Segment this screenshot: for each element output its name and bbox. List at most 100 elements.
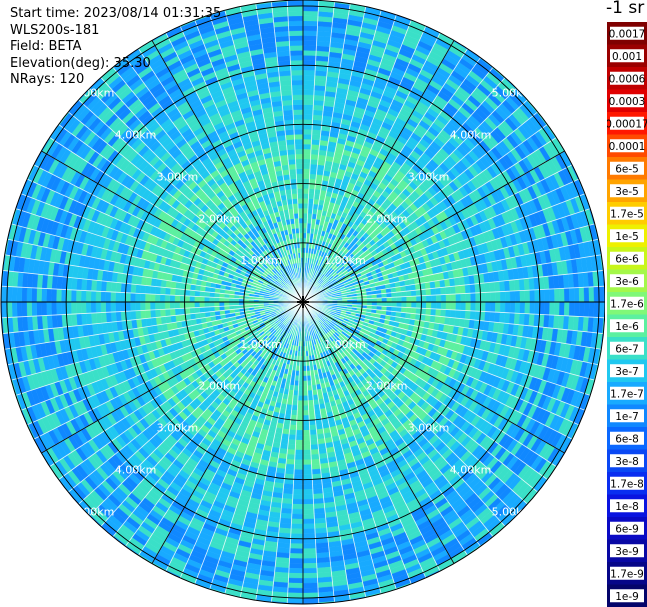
data-cell <box>430 301 437 310</box>
data-cell <box>302 183 310 189</box>
data-cell <box>302 119 313 125</box>
data-cell <box>460 293 466 303</box>
data-cell <box>288 577 304 584</box>
data-cell <box>290 538 304 544</box>
data-cell <box>312 488 324 495</box>
data-cell <box>302 415 310 421</box>
data-cell <box>302 129 313 135</box>
data-cell <box>302 208 309 214</box>
data-cell <box>302 20 318 27</box>
data-cell <box>469 310 476 321</box>
data-cell <box>308 399 314 406</box>
data-cell <box>529 301 536 315</box>
data-cell <box>302 163 311 170</box>
data-cell <box>490 301 496 313</box>
data-cell <box>291 503 304 510</box>
data-cell <box>302 410 310 416</box>
data-cell <box>302 45 317 51</box>
data-cell <box>445 301 452 310</box>
data-cell <box>309 424 317 431</box>
data-cell <box>302 484 313 490</box>
data-cell <box>465 301 471 311</box>
data-cell <box>302 158 311 165</box>
data-cell <box>480 301 486 312</box>
data-cell <box>288 563 304 569</box>
data-cell <box>288 429 297 436</box>
data-cell <box>285 463 295 470</box>
data-cell <box>296 410 304 416</box>
data-cell <box>288 434 297 441</box>
data-cell <box>302 592 319 599</box>
data-cell <box>281 498 293 505</box>
data-cell <box>291 518 304 525</box>
data-cell <box>425 308 432 316</box>
data-cell <box>302 64 316 71</box>
data-cell <box>312 483 323 490</box>
data-cell <box>524 301 531 315</box>
data-cell <box>411 301 417 309</box>
data-cell <box>289 424 297 431</box>
data-cell <box>302 518 315 525</box>
data-cell <box>295 444 304 451</box>
data-cell <box>440 294 447 303</box>
data-cell <box>283 483 294 490</box>
data-cell <box>292 498 304 505</box>
data-cell <box>311 463 321 470</box>
data-cell <box>311 139 321 146</box>
data-cell <box>302 489 314 495</box>
data-cell <box>296 420 304 426</box>
data-cell <box>465 293 471 303</box>
data-cell <box>489 281 496 293</box>
data-cell <box>391 296 397 303</box>
data-cell <box>302 25 318 32</box>
data-cell <box>430 308 437 317</box>
data-cell <box>549 288 555 303</box>
data-cell <box>480 292 486 303</box>
data-cell <box>459 284 466 294</box>
data-cell <box>549 301 555 316</box>
data-cell <box>519 301 526 314</box>
data-cell <box>573 301 580 317</box>
data-cell <box>309 163 318 170</box>
data-cell <box>302 375 308 382</box>
data-cell <box>302 577 318 584</box>
data-cell <box>490 291 496 303</box>
data-cell <box>386 297 392 303</box>
data-cell <box>302 5 319 12</box>
data-cell <box>302 178 310 184</box>
data-cell <box>302 114 313 120</box>
data-cell <box>302 94 315 101</box>
data-cell <box>297 400 304 406</box>
data-cell <box>302 380 308 387</box>
data-cell <box>559 301 565 316</box>
data-cell <box>293 469 304 475</box>
data-cell <box>302 79 315 86</box>
data-cell <box>410 307 417 315</box>
data-cell <box>312 493 324 500</box>
data-cell <box>308 198 314 205</box>
data-cell <box>416 301 422 309</box>
data-cell <box>294 459 304 465</box>
data-cell <box>400 291 407 297</box>
data-cell <box>302 99 314 106</box>
data-cell <box>302 15 319 22</box>
data-cell <box>289 553 304 559</box>
data-cell <box>401 296 407 303</box>
data-cell <box>308 193 315 200</box>
data-cell <box>411 295 417 303</box>
data-cell <box>544 301 550 316</box>
data-cell <box>454 309 461 319</box>
data-cell <box>311 458 321 465</box>
data-cell <box>583 286 590 303</box>
data-cell <box>445 286 452 295</box>
data-cell <box>310 444 319 451</box>
data-cell <box>302 567 318 574</box>
data-cell <box>593 301 600 318</box>
data-cell <box>311 129 322 136</box>
data-cell <box>310 144 320 151</box>
data-cell <box>504 290 511 303</box>
data-cell <box>295 429 304 436</box>
data-cell <box>302 222 308 229</box>
data-cell <box>302 439 311 446</box>
data-cell <box>430 294 437 303</box>
